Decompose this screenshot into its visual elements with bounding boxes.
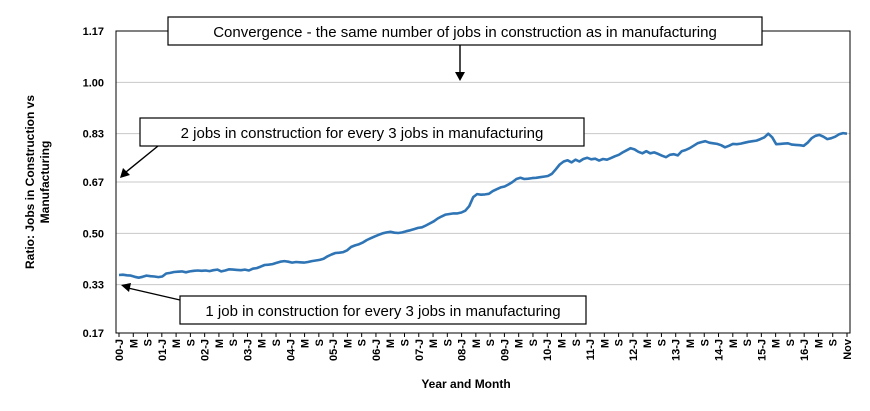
series-layer: [118, 131, 848, 279]
x-tick-label: 05-J: [328, 339, 340, 361]
x-axis-title: Year and Month: [421, 377, 510, 391]
x-tick-label: M: [728, 339, 740, 348]
x-tick-label: Nov: [842, 338, 854, 360]
annotation-convergence-text: Convergence - the same number of jobs in…: [213, 24, 717, 41]
x-tick-label: S: [656, 339, 668, 346]
y-tick-label: 0.67: [83, 177, 104, 189]
y-tick-label: 1.00: [83, 77, 104, 89]
x-tick-label: M: [385, 339, 397, 348]
x-tick-label: S: [185, 339, 197, 346]
annotation-two-thirds-text: 2 jobs in construction for every 3 jobs …: [181, 125, 544, 142]
annotation-convergence: Convergence - the same number of jobs in…: [167, 16, 763, 46]
x-tick-label: M: [557, 339, 569, 348]
x-tick-label: S: [314, 339, 326, 346]
x-tick-label: 00-J: [114, 339, 126, 361]
y-axis-title: Ratio: Jobs in Construction vs Manufactu…: [23, 95, 52, 269]
x-tick-label: 10-J: [542, 339, 554, 361]
x-tick-label: M: [599, 339, 611, 348]
y-axis-title-line-2: Manufacturing: [38, 141, 52, 224]
x-tick-label: 02-J: [200, 339, 212, 361]
x-tick-label: S: [271, 339, 283, 346]
x-tick-label: M: [214, 339, 226, 348]
annotation-one-third: 1 job in construction for every 3 jobs i…: [179, 295, 587, 325]
x-tick-label: 14-J: [714, 339, 726, 361]
grid-layer: [116, 81, 850, 286]
y-axis-title-line-1: Ratio: Jobs in Construction vs: [23, 95, 37, 269]
x-tick-label: M: [171, 339, 183, 348]
x-tick-label: S: [399, 339, 411, 346]
x-tick-label: S: [442, 339, 454, 346]
x-tick-label: 08-J: [457, 339, 469, 361]
x-tick-label: 13-J: [671, 339, 683, 361]
x-tick-label: M: [642, 339, 654, 348]
x-tick-label: 09-J: [499, 339, 511, 361]
x-tick-label: S: [785, 339, 797, 346]
x-tick-label: S: [228, 339, 240, 346]
y-tick-label: 0.83: [83, 129, 104, 141]
x-tick-label: 16-J: [799, 339, 811, 361]
x-tick-label: 04-J: [285, 339, 297, 361]
x-tick-label: S: [828, 339, 840, 346]
annotation-convergence-arrow: [455, 45, 465, 81]
annotation-one-third-arrow: [121, 283, 181, 301]
x-tick-label: M: [300, 339, 312, 348]
x-tick-label: 07-J: [414, 339, 426, 361]
x-tick-label: S: [571, 339, 583, 346]
x-tick-label: M: [514, 339, 526, 348]
x-tick-label: S: [528, 339, 540, 346]
x-tick-label: 11-J: [585, 339, 597, 360]
x-tick-label: 01-J: [157, 339, 169, 361]
y-tick-label: 0.50: [83, 228, 104, 240]
x-tick-label: 03-J: [242, 339, 254, 361]
y-tick-label: 0.33: [83, 280, 104, 292]
x-tick-label: M: [813, 339, 825, 348]
x-tick-label: M: [128, 339, 140, 348]
x-axis-ticks: 00-J M S 01-J M S 02-J M S 03-J M S 04-J M S 05-J M S 06-J…: [114, 333, 854, 361]
x-tick-label: 15-J: [756, 339, 768, 361]
series-line: [118, 131, 848, 279]
x-tick-label: S: [614, 339, 626, 346]
x-tick-label: S: [485, 339, 497, 346]
x-tick-label: M: [257, 339, 269, 348]
x-tick-label: M: [428, 339, 440, 348]
annotation-one-third-text: 1 job in construction for every 3 jobs i…: [205, 303, 560, 320]
x-tick-label: M: [471, 339, 483, 348]
y-tick-label: 1.17: [83, 26, 104, 38]
x-tick-label: 12-J: [628, 339, 640, 361]
x-tick-label: S: [143, 339, 155, 346]
y-tick-label: 0.17: [83, 328, 104, 340]
x-tick-label: M: [771, 339, 783, 348]
y-axis-ticks: 1.17 1.00 0.83 0.67 0.50 0.33 0.17: [83, 26, 104, 340]
x-tick-label: 06-J: [371, 339, 383, 361]
x-tick-label: M: [342, 339, 354, 348]
x-tick-label: M: [685, 339, 697, 348]
x-tick-label: S: [699, 339, 711, 346]
x-tick-label: S: [742, 339, 754, 346]
annotation-two-thirds: 2 jobs in construction for every 3 jobs …: [139, 117, 585, 147]
annotation-two-thirds-arrow: [120, 145, 159, 178]
x-tick-label: S: [357, 339, 369, 346]
